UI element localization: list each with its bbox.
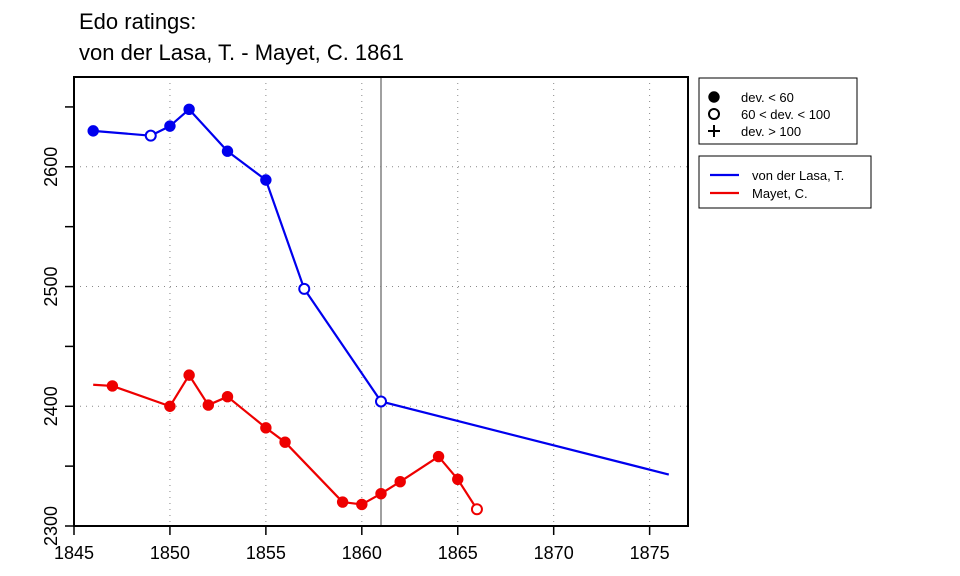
series-0-point-5 [260,174,272,186]
series-1-point-12 [432,450,445,463]
series-1-point-3 [183,369,195,381]
series-1-point-9 [356,498,368,511]
series-0-point-6 [298,282,311,295]
series-1-point-4 [202,399,215,411]
y-tick-label-2300: 2300 [41,506,61,546]
series-0-point-0 [87,125,99,137]
series-1-point-2 [164,400,176,412]
dev-legend-label-0: dev. < 60 [741,90,794,105]
plot-frame [73,76,689,527]
dev-legend-label-2: dev. > 100 [741,124,801,139]
series-0-point-7 [375,395,387,408]
x-tick-label-1865: 1865 [438,543,478,563]
series-0-point-1 [144,129,157,142]
series-layer [87,103,670,516]
dev-legend-marker-2 [708,125,720,137]
dev-legend-marker-1 [708,108,720,120]
x-tick-label-1870: 1870 [534,543,574,563]
chart-title-line1: Edo ratings: [79,9,196,34]
y-tick-label-2500: 2500 [41,267,61,307]
x-tick-label-1875: 1875 [630,543,670,563]
series-1-point-14 [470,503,483,516]
x-tick-label-1845: 1845 [54,543,94,563]
x-axis: 1845 1850 1855 1860 1865 1870 1875 [54,526,670,563]
x-tick-label-1860: 1860 [342,543,382,563]
y-axis: 2300 2400 2500 2600 [41,106,74,546]
series-1-point-6 [260,422,272,434]
series-1-point-10 [375,487,387,500]
chart-title-line2: von der Lasa, T. - Mayet, C. 1861 [79,40,404,65]
series-legend-box [698,155,872,209]
series-legend: von der Lasa, T. Mayet, C. [698,155,872,209]
y-tick-label-2400: 2400 [41,386,61,426]
y-tick-label-2600: 2600 [41,147,61,187]
deviation-legend: dev. < 60 60 < dev. < 100 dev. > 100 [698,77,858,145]
series-1-point-1 [106,380,119,392]
dev-legend-marker-0 [708,91,720,103]
x-tick-label-1855: 1855 [246,543,286,563]
series-1-point-5 [221,390,234,403]
series-1-point-11 [394,475,406,488]
series-0-point-2 [164,120,176,132]
series-1-point-7 [279,436,291,448]
series-1-point-13 [452,473,464,486]
series-legend-label-1: Mayet, C. [752,186,808,201]
dev-legend-label-1: 60 < dev. < 100 [741,107,830,122]
series-legend-label-0: von der Lasa, T. [752,168,844,183]
series-1-point-8 [336,496,349,508]
series-0-point-3 [183,103,195,116]
x-tick-label-1850: 1850 [150,543,190,563]
deviation-legend-box [698,77,858,145]
series-0-point-4 [221,145,234,157]
grid-lines [74,77,688,526]
